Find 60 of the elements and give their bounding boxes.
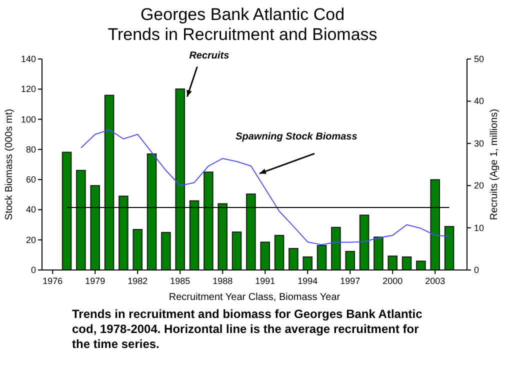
y2-tick-label: 10 xyxy=(474,222,484,233)
y2-tick-label: 30 xyxy=(474,138,484,148)
bar xyxy=(90,185,100,270)
bar xyxy=(218,203,228,270)
x-axis-title: Recruitment Year Class, Biomass Year xyxy=(168,292,341,303)
bar xyxy=(402,256,412,270)
y-tick-label: 140 xyxy=(20,54,36,64)
bar xyxy=(204,172,214,270)
bar xyxy=(430,179,440,270)
bar xyxy=(146,153,157,270)
bar xyxy=(232,232,242,270)
x-tick-label: 1979 xyxy=(85,276,106,286)
x-tick-label: 1985 xyxy=(170,276,190,286)
chart-title: Georges Bank Atlantic Cod Trends in Recruitment and Biomass xyxy=(108,5,378,44)
x-tick-label: 1997 xyxy=(340,276,360,286)
bar xyxy=(288,248,298,270)
bar xyxy=(118,196,128,270)
y-tick-label: 100 xyxy=(20,114,36,124)
y-tick-label: 120 xyxy=(20,84,36,94)
text: Trends in recruitment and biomass for Georges Bank Atlantic cod, 1978-2004. Horizontal line is the average recruitment for the time series. xyxy=(72,307,423,351)
x-tick-label: 2003 xyxy=(425,276,446,286)
bar xyxy=(302,256,313,270)
y-tick-label: 60 xyxy=(26,174,36,185)
annotation: Spawning Stock Biomass xyxy=(236,132,358,143)
bar xyxy=(175,88,186,270)
bar xyxy=(345,250,356,270)
y2-tick-label: 20 xyxy=(474,180,484,191)
x-tick-label: 1988 xyxy=(212,276,233,286)
y2-tick-label: 50 xyxy=(474,54,484,64)
y-tick-label: 80 xyxy=(26,144,36,154)
bar xyxy=(274,234,284,270)
y2-tick-label: 0 xyxy=(474,265,480,275)
bar xyxy=(246,194,256,270)
x-tick-label: 1991 xyxy=(255,276,276,286)
y2-axis-title: Recruits (Age 1, millions) xyxy=(489,108,500,220)
x-tick-label: 1982 xyxy=(128,276,148,286)
bar xyxy=(359,214,370,270)
x-tick-label: 1994 xyxy=(298,276,318,286)
bar xyxy=(132,228,143,270)
bar xyxy=(416,260,426,270)
bar xyxy=(374,236,384,270)
x-tick-label: 2000 xyxy=(382,276,403,286)
x-tick-label: 1976 xyxy=(42,276,63,286)
bar xyxy=(104,94,114,270)
line-series xyxy=(80,129,450,246)
y2-tick-label: 40 xyxy=(474,96,484,106)
bar xyxy=(161,232,171,270)
y-tick-label: 40 xyxy=(26,204,36,215)
y-axis-title: Stock Biomass (000s mt) xyxy=(4,108,15,220)
y-tick-label: 0 xyxy=(30,265,36,275)
bar xyxy=(62,152,72,270)
bar xyxy=(76,170,86,270)
bar xyxy=(260,242,270,270)
y-tick-label: 20 xyxy=(26,234,36,245)
bar xyxy=(189,200,200,270)
bar xyxy=(388,256,398,270)
bar xyxy=(444,226,454,270)
bar xyxy=(316,245,327,270)
annotation: Recruits xyxy=(189,50,230,62)
bar xyxy=(331,226,341,270)
